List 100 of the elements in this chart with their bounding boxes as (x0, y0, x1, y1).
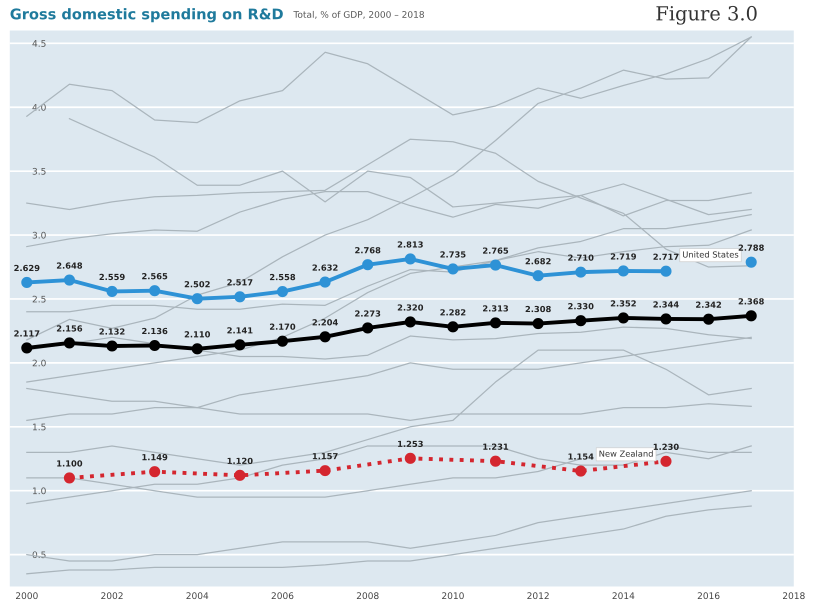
data-label: 2.717 (653, 254, 678, 260)
point (703, 314, 714, 325)
point (447, 263, 458, 274)
point (404, 452, 416, 464)
point (362, 259, 374, 270)
y-tick-label: 2.0 (32, 360, 46, 366)
point (320, 331, 331, 342)
point (320, 465, 331, 476)
point (490, 260, 502, 271)
data-label: 2.170 (270, 324, 296, 330)
data-label: 1.100 (57, 460, 82, 467)
point (149, 285, 160, 296)
x-tick-label: 2004 (186, 592, 208, 600)
point (746, 256, 757, 268)
data-label: 2.735 (440, 251, 466, 258)
x-tick-label: 2014 (612, 592, 634, 600)
point (575, 315, 586, 326)
data-label: 1.154 (568, 453, 594, 460)
data-label: 2.320 (398, 304, 424, 311)
point (276, 336, 288, 347)
point (106, 340, 118, 352)
data-label: 2.632 (312, 264, 338, 271)
data-label: 2.117 (14, 330, 40, 336)
data-label: 2.204 (312, 319, 338, 326)
data-label: 2.342 (696, 302, 722, 308)
point (149, 340, 160, 352)
point (21, 342, 32, 354)
x-tick-label: 2016 (698, 592, 720, 600)
caption: Figure 3.0 (656, 6, 757, 25)
point (660, 456, 672, 467)
x-tick-label: 2012 (527, 592, 549, 600)
y-tick-label: 3.5 (32, 168, 46, 175)
point (618, 265, 629, 277)
y-tick-label: 4.5 (32, 40, 46, 47)
point (660, 266, 672, 277)
x-tick-label: 2018 (782, 592, 805, 600)
data-label: 2.273 (355, 310, 380, 317)
x-tick-label: 2006 (272, 592, 294, 600)
data-label: 2.110 (184, 331, 210, 338)
point (234, 470, 246, 481)
data-label: 2.517 (227, 279, 252, 286)
data-label: 2.368 (738, 298, 764, 305)
chart-subtitle: Total, % of GDP, 2000 – 2018 (293, 10, 424, 19)
data-label: 2.502 (184, 281, 210, 288)
y-tick-label: 1.0 (32, 487, 46, 494)
data-label: 1.149 (142, 454, 168, 460)
point (21, 276, 32, 288)
data-label: 2.765 (483, 247, 508, 254)
data-label: 2.330 (568, 303, 594, 310)
point (362, 322, 374, 334)
point (276, 286, 288, 298)
data-label: 2.344 (653, 301, 679, 308)
data-label: 2.565 (142, 273, 168, 280)
point (532, 318, 544, 330)
point (234, 339, 246, 350)
point (660, 313, 672, 324)
data-label: 2.156 (56, 325, 82, 332)
point (746, 310, 757, 322)
data-label: 2.682 (526, 258, 551, 264)
point (490, 456, 502, 467)
point (532, 270, 544, 282)
point (192, 343, 203, 354)
point (575, 266, 586, 278)
series-label: United States (682, 251, 738, 258)
point (192, 293, 203, 304)
series-label: New Zealand (600, 450, 653, 457)
data-label: 2.719 (610, 253, 636, 260)
data-label: 1.120 (228, 458, 253, 464)
data-label: 2.558 (270, 274, 296, 280)
data-label: 2.813 (398, 241, 423, 248)
point (234, 291, 246, 302)
data-label: 2.559 (100, 274, 125, 280)
data-label: 2.132 (100, 328, 124, 335)
data-label: 2.308 (526, 306, 551, 312)
point (490, 317, 502, 328)
data-label: 2.141 (227, 327, 252, 334)
x-tick-label: 2000 (16, 592, 38, 600)
x-tick-label: 2010 (442, 592, 464, 600)
point (149, 466, 160, 478)
line-series (26, 505, 752, 574)
data-label: 2.629 (14, 264, 40, 272)
point (64, 472, 75, 484)
point (404, 253, 416, 265)
data-label: 2.710 (568, 254, 594, 261)
point (404, 316, 416, 328)
point (64, 337, 75, 348)
data-label: 1.231 (483, 444, 508, 450)
y-tick-label: 2.5 (32, 296, 46, 303)
data-label: 2.768 (355, 247, 380, 254)
data-label: 2.352 (610, 300, 636, 307)
data-label: 2.313 (483, 305, 508, 312)
data-label: 2.788 (738, 244, 764, 251)
data-label: 1.157 (312, 453, 338, 460)
x-tick-label: 2008 (356, 592, 379, 600)
point (64, 274, 75, 286)
point (106, 286, 118, 297)
data-label: 2.282 (440, 309, 466, 316)
point (447, 321, 458, 332)
data-label: 1.253 (398, 440, 423, 448)
point (575, 465, 586, 477)
